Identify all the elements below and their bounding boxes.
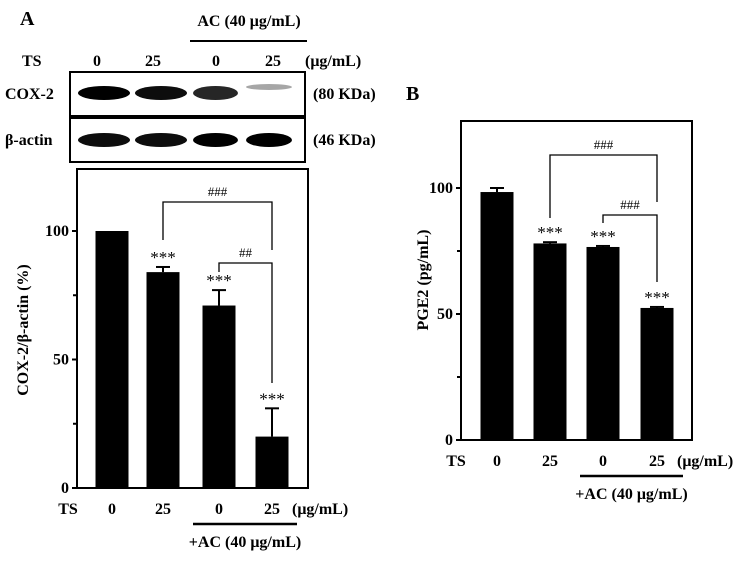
- comparison-bracket: [549, 154, 658, 218]
- x-row-label: TS: [58, 501, 78, 518]
- blot-row-label: β-actin: [5, 132, 53, 149]
- bar: [640, 307, 674, 440]
- y-tick-label: 0: [445, 432, 453, 449]
- x-tick-label: 25: [155, 501, 171, 518]
- blot-ts-label: TS: [22, 53, 42, 70]
- blot-row-label: COX-2: [5, 86, 54, 103]
- bar: [255, 436, 289, 488]
- blot-dose: 25: [145, 53, 161, 70]
- y-tick-label: 0: [61, 480, 69, 497]
- plot-frame: [460, 120, 693, 441]
- bar: [586, 246, 620, 440]
- plot-frame: [76, 168, 309, 489]
- blot-unit: (μg/mL): [305, 53, 361, 70]
- bar: [146, 272, 180, 488]
- panel-b-label: B: [406, 83, 419, 105]
- y-axis-label: COX-2/β-actin (%): [15, 264, 32, 396]
- comparison-bracket: [162, 201, 273, 250]
- comparison-label: ###: [208, 184, 228, 199]
- x-tick-label: 0: [599, 453, 607, 470]
- y-axis-label: PGE2 (pg/mL): [415, 230, 432, 331]
- blot-band: [246, 84, 292, 90]
- group-label: +AC (40 μg/mL): [189, 534, 301, 551]
- blot-band: [78, 133, 130, 147]
- blot-band: [193, 86, 238, 100]
- x-unit-label: (μg/mL): [677, 453, 733, 470]
- blot-dose: 0: [93, 53, 101, 70]
- y-tick-label: 100: [429, 180, 453, 197]
- x-tick-label: 0: [493, 453, 501, 470]
- chart-b: *** *** *** 0 50 100 PGE2 (pg/mL) ### ### TS 0 25 0 2…: [415, 120, 733, 503]
- y-tick-label: 50: [437, 306, 453, 323]
- significance-stars: ***: [590, 227, 616, 246]
- bar: [480, 192, 514, 440]
- blot-band: [246, 133, 292, 147]
- blot-dose: 0: [212, 53, 220, 70]
- bar: [202, 305, 236, 488]
- blot-band: [135, 86, 187, 100]
- comparison-label: ###: [620, 197, 640, 212]
- significance-stars: ***: [644, 288, 670, 307]
- x-unit-label: (μg/mL): [292, 501, 348, 518]
- blot-band-size: (46 KDa): [313, 132, 376, 149]
- significance-stars: ***: [537, 223, 563, 242]
- x-tick-label: 25: [264, 501, 280, 518]
- blot-band: [135, 133, 187, 147]
- bar: [95, 231, 129, 488]
- comparison-label: ##: [239, 245, 253, 260]
- blot-band-size: (80 KDa): [313, 86, 376, 103]
- panel-a-label: A: [20, 8, 35, 30]
- group-label: +AC (40 μg/mL): [575, 486, 687, 503]
- x-tick-label: 0: [215, 501, 223, 518]
- comparison-bracket: [218, 262, 273, 383]
- blot-band: [78, 86, 130, 100]
- x-tick-label: 25: [542, 453, 558, 470]
- y-tick-label: 100: [45, 223, 69, 240]
- x-tick-label: 0: [108, 501, 116, 518]
- western-blot: COX-2 (80 KDa) β-actin (46 KDa): [5, 71, 376, 163]
- x-row-label: TS: [446, 453, 466, 470]
- significance-stars: ***: [150, 248, 176, 267]
- y-tick-label: 50: [53, 352, 69, 369]
- blot-frame-cox-2: [69, 71, 306, 117]
- significance-stars: ***: [259, 389, 285, 408]
- comparison-bracket: [602, 214, 658, 282]
- blot-band: [193, 133, 238, 147]
- comparison-label: ###: [594, 137, 614, 152]
- blot-dose: 25: [265, 53, 281, 70]
- blot-treatment-header: AC (40 μg/mL): [197, 13, 300, 30]
- x-tick-label: 25: [649, 453, 665, 470]
- bar: [533, 243, 567, 440]
- significance-stars: ***: [206, 271, 232, 290]
